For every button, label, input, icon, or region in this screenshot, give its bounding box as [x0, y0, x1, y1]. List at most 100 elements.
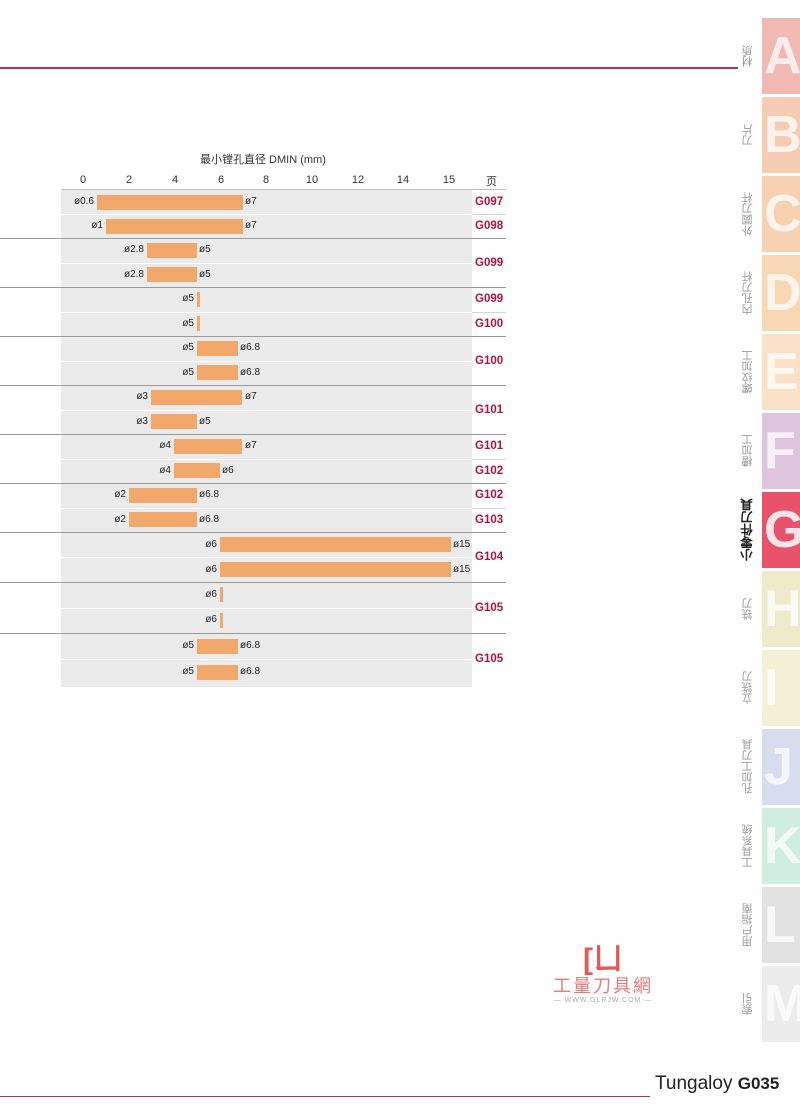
section-letter: K [764, 817, 800, 875]
min-diameter-label: ø0.6 [73, 196, 94, 207]
page-reference[interactable]: G100 [475, 318, 504, 330]
tick-label: 4 [171, 174, 179, 186]
page-reference[interactable]: G101 [475, 440, 504, 452]
max-diameter-label: ø5 [199, 269, 211, 280]
section-tab[interactable]: H [762, 571, 800, 647]
tick-label: 14 [396, 174, 410, 186]
group-divider [0, 385, 506, 386]
section-tab[interactable]: B [762, 97, 800, 173]
min-diameter-label: ø2.8 [123, 269, 144, 280]
section-label[interactable]: 内孔刀杆 [742, 271, 754, 315]
section-tab[interactable]: D [762, 255, 800, 331]
range-bar [197, 365, 238, 380]
section-label[interactable]: 铣刀 [742, 598, 754, 620]
group-divider [0, 532, 506, 533]
section-label[interactable]: 刀片 [742, 124, 754, 146]
section-tab[interactable]: F [762, 413, 800, 489]
min-diameter-label: ø3 [136, 391, 148, 402]
brand-name: Tungaloy [655, 1073, 733, 1094]
section-tab[interactable]: K [762, 808, 800, 884]
tick-label: 6 [217, 174, 225, 186]
page-reference[interactable]: G099 [475, 257, 504, 269]
max-diameter-label: ø7 [245, 440, 257, 451]
min-diameter-label: ø5 [182, 666, 194, 677]
max-diameter-label: ø7 [245, 196, 257, 207]
max-diameter-label: ø6.8 [240, 666, 261, 677]
page-reference[interactable]: G102 [475, 489, 504, 501]
min-diameter-label: ø5 [182, 367, 194, 378]
section-tab[interactable]: M [762, 966, 800, 1042]
min-diameter-label: ø4 [159, 465, 171, 476]
min-diameter-label: ø5 [182, 640, 194, 651]
range-bar [220, 562, 451, 577]
section-letter: B [764, 106, 800, 164]
max-diameter-label: ø6.8 [240, 640, 261, 651]
group-divider [0, 336, 506, 337]
section-label[interactable]: 立铣刀 [742, 671, 754, 705]
section-tab[interactable]: J [762, 729, 800, 805]
tick-label: 2 [125, 174, 133, 186]
section-label[interactable]: 螺纹加工 [742, 350, 754, 394]
page-reference[interactable]: G103 [475, 514, 504, 526]
tick-label: 10 [305, 174, 319, 186]
page-reference[interactable]: G098 [475, 220, 504, 232]
min-diameter-label: ø1 [91, 220, 103, 231]
min-diameter-label: ø2 [114, 489, 126, 500]
group-divider [0, 287, 506, 288]
page-reference[interactable]: G101 [475, 404, 504, 416]
row-divider [61, 608, 506, 609]
section-tab[interactable]: L [762, 887, 800, 963]
tick-label: 12 [351, 174, 365, 186]
section-tab[interactable]: G [762, 492, 800, 568]
page-reference[interactable]: G100 [475, 355, 504, 367]
page-reference[interactable]: G102 [475, 465, 504, 477]
max-diameter-label: ø6.8 [240, 342, 261, 353]
group-divider [0, 633, 506, 634]
watermark-name: 工量刀具網 [553, 976, 653, 996]
section-letter: D [764, 264, 800, 322]
page-divider [472, 459, 506, 460]
page-reference[interactable]: G099 [475, 293, 504, 305]
chart-background [61, 190, 472, 687]
section-label[interactable]: 外圆刀杆 [742, 192, 754, 236]
section-label[interactable]: 索引 [742, 993, 754, 1015]
range-bar [197, 665, 238, 680]
max-diameter-label: ø6.8 [199, 514, 220, 525]
min-diameter-label: ø3 [136, 416, 148, 427]
tick-label: 0 [79, 174, 87, 186]
section-label[interactable]: 槽加工 [742, 434, 754, 468]
section-tab[interactable]: A [762, 18, 800, 94]
section-label[interactable]: 用户指南 [742, 903, 754, 947]
range-bar [151, 414, 197, 429]
max-diameter-label: ø7 [245, 220, 257, 231]
range-bar [97, 195, 243, 210]
range-bar [197, 316, 200, 331]
section-tab[interactable]: I [762, 650, 800, 726]
section-tab[interactable]: C [762, 176, 800, 252]
section-label[interactable]: 材质 [742, 45, 754, 67]
range-bar [174, 463, 220, 478]
section-letter: G [764, 501, 800, 559]
footer-rule [0, 1096, 650, 1097]
section-label[interactable]: 工具系统 [742, 824, 754, 868]
min-diameter-label: ø6 [205, 564, 217, 575]
section-letter: C [764, 185, 800, 243]
page-column-header: 页 [486, 176, 497, 188]
section-letter: I [764, 659, 779, 717]
page-reference[interactable]: G104 [475, 551, 504, 563]
min-diameter-label: ø6 [205, 614, 217, 625]
section-label[interactable]: 孔加工刀具 [742, 739, 754, 795]
section-tab[interactable]: E [762, 334, 800, 410]
axis-title: 最小镗孔直径 DMIN (mm) [200, 154, 326, 166]
section-letter: A [764, 27, 800, 85]
row-divider [61, 312, 506, 313]
page-reference[interactable]: G097 [475, 196, 504, 208]
section-label[interactable]: 小零件刀具 [741, 498, 755, 562]
page-reference[interactable]: G105 [475, 653, 504, 665]
row-divider [61, 459, 506, 460]
min-diameter-label: ø6 [205, 539, 217, 550]
section-letter: F [764, 422, 796, 480]
group-divider [0, 483, 506, 484]
page-reference[interactable]: G105 [475, 602, 504, 614]
max-diameter-label: ø15 [453, 539, 471, 550]
